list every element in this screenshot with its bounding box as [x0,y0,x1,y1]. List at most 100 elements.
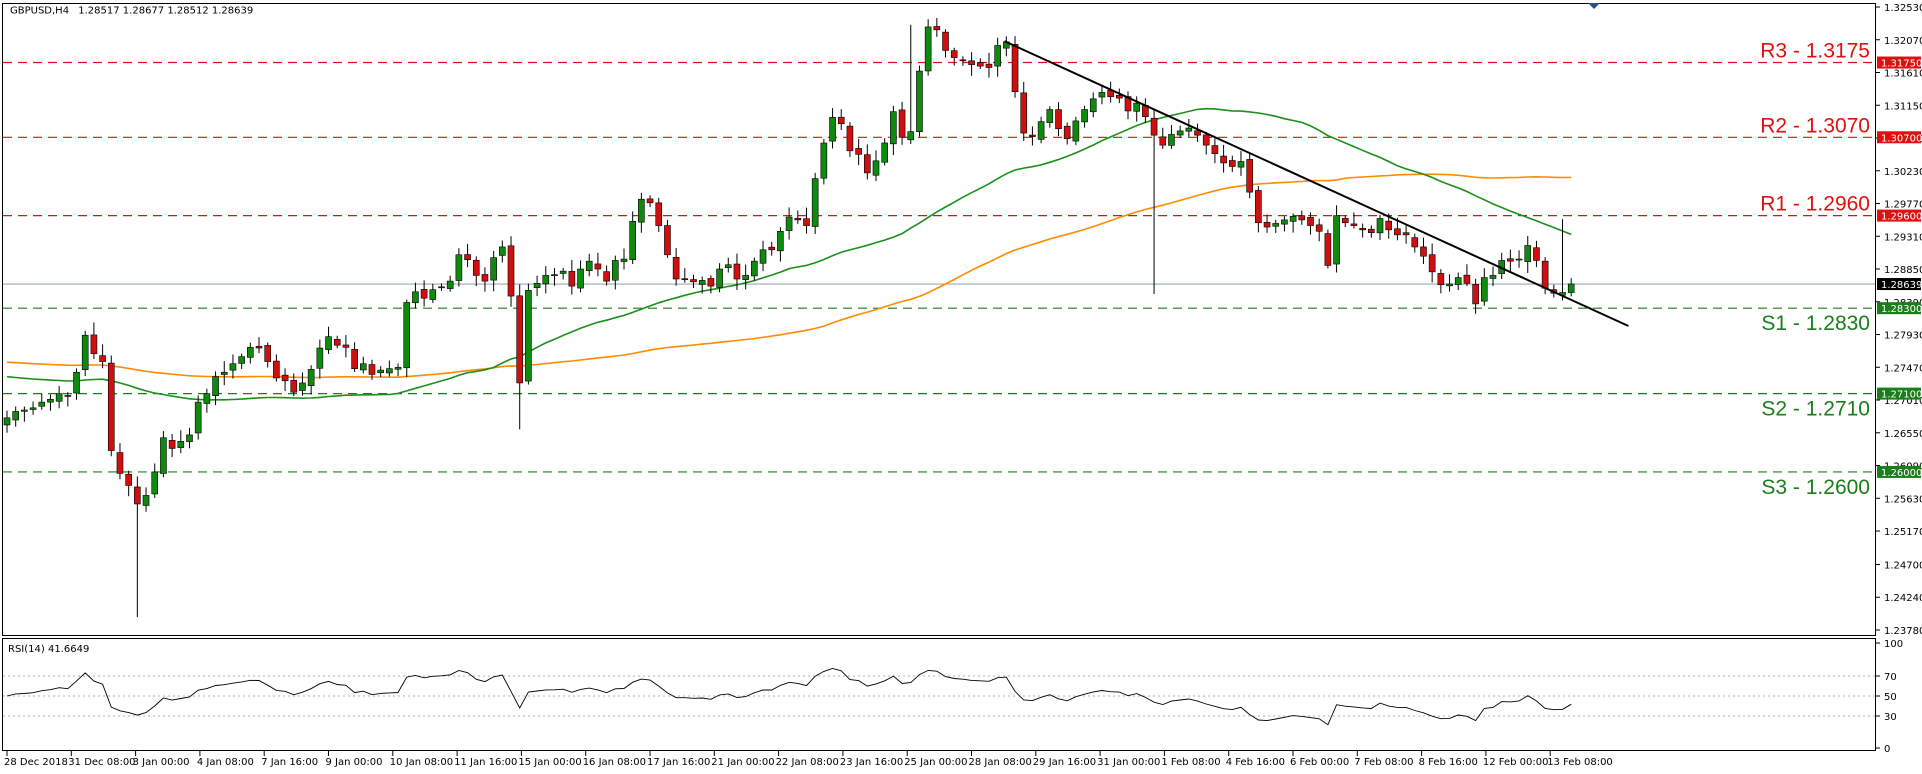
candle[interactable] [620,248,628,270]
candle[interactable] [47,394,54,411]
candle[interactable] [594,252,602,277]
candle[interactable] [1385,213,1393,239]
candle[interactable] [759,240,767,272]
candle[interactable] [229,354,237,379]
candle[interactable] [959,56,967,66]
candle[interactable] [516,284,524,430]
candle[interactable] [551,268,558,286]
candle[interactable] [1341,215,1349,228]
candle[interactable] [420,280,428,307]
candle[interactable] [724,257,732,273]
candle[interactable] [1533,240,1540,268]
candle[interactable] [950,47,958,66]
candle[interactable] [1116,88,1123,104]
candle[interactable] [1507,249,1514,272]
candle[interactable] [1055,102,1062,137]
candle[interactable] [1202,131,1210,155]
candle[interactable] [1098,85,1106,105]
candle[interactable] [273,354,280,382]
candle[interactable] [1228,155,1236,172]
candle[interactable] [359,356,367,374]
candle[interactable] [1194,123,1201,142]
price-axis[interactable]: 1.325301.320701.316101.311501.306901.302… [1875,3,1922,637]
candle[interactable] [1046,106,1054,128]
candle[interactable] [768,241,776,256]
candles-layer[interactable] [3,17,1575,618]
candle[interactable] [698,276,706,294]
candle[interactable] [38,393,46,410]
candle[interactable] [533,275,541,297]
candle[interactable] [733,253,741,290]
candle[interactable] [1168,125,1175,149]
candle[interactable] [924,19,932,76]
candle[interactable] [403,299,411,378]
candle[interactable] [716,263,723,293]
candle[interactable] [151,463,159,498]
candle[interactable] [203,388,211,413]
candle[interactable] [890,105,897,156]
candle[interactable] [577,260,584,293]
candle[interactable] [629,211,636,265]
candle[interactable] [681,268,689,283]
candle[interactable] [1063,122,1071,145]
candle[interactable] [855,139,862,166]
candle[interactable] [429,283,437,304]
candle[interactable] [1307,212,1314,235]
candle[interactable] [1159,127,1167,149]
candle[interactable] [507,236,515,307]
candle[interactable] [90,322,98,359]
candle[interactable] [1037,116,1045,144]
candle[interactable] [707,275,715,294]
candle[interactable] [1437,269,1445,294]
candle[interactable] [1185,118,1193,137]
candle[interactable] [1255,186,1262,233]
candle[interactable] [1081,105,1088,128]
candle[interactable] [1072,116,1080,146]
candle[interactable] [281,368,289,392]
candle[interactable] [1315,218,1323,242]
candle[interactable] [777,227,784,262]
candle[interactable] [1524,235,1532,273]
chart-shift-marker-icon[interactable] [1588,3,1600,9]
candle[interactable] [264,342,272,368]
candle[interactable] [1454,272,1462,291]
candle[interactable] [820,139,828,185]
candle[interactable] [1176,125,1184,138]
candle[interactable] [525,283,532,385]
candle[interactable] [307,365,315,395]
candle[interactable] [1281,216,1288,232]
candle[interactable] [125,470,132,497]
candle[interactable] [73,368,80,400]
candle[interactable] [559,267,567,280]
candle[interactable] [942,29,949,58]
candle[interactable] [3,410,11,433]
candle[interactable] [351,342,358,372]
candle[interactable] [672,248,680,286]
candle[interactable] [21,406,28,422]
candle[interactable] [299,372,306,396]
candle[interactable] [994,37,1001,77]
candle[interactable] [290,373,298,397]
candle[interactable] [1420,237,1427,265]
candle[interactable] [916,65,923,137]
candle[interactable] [603,265,610,286]
candle[interactable] [751,257,758,281]
candle[interactable] [1029,126,1036,146]
candle[interactable] [1324,229,1332,269]
candle[interactable] [446,275,454,292]
candle[interactable] [490,250,497,292]
candle[interactable] [12,406,19,427]
candle[interactable] [212,371,219,406]
candle[interactable] [785,207,793,240]
candle[interactable] [907,24,915,145]
candle[interactable] [481,267,489,292]
candle[interactable] [1220,144,1227,173]
candle[interactable] [247,342,254,364]
candle[interactable] [1020,81,1028,141]
candle[interactable] [342,335,350,358]
candle[interactable] [1298,210,1306,225]
candle[interactable] [568,260,576,295]
candle[interactable] [1376,214,1384,240]
candle[interactable] [829,108,836,149]
